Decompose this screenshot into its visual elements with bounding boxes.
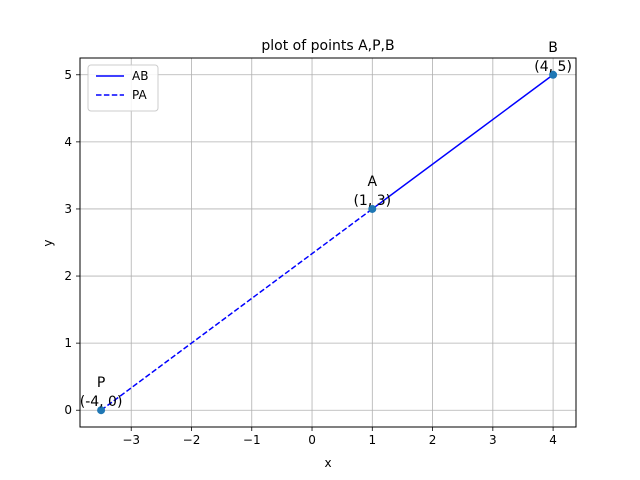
legend-label: AB	[132, 69, 148, 83]
point-name-label: A	[368, 174, 378, 190]
y-ticks: 0 1 2 3 4 5	[64, 68, 80, 417]
x-tick-label: 1	[368, 433, 376, 447]
series-lines	[100, 74, 554, 411]
x-tick-label: 3	[489, 433, 497, 447]
y-tick-label: 0	[64, 403, 72, 417]
x-tick-label: 0	[308, 433, 316, 447]
x-axis-label: x	[324, 456, 331, 470]
legend-label: PA	[132, 88, 147, 102]
series-line-ab	[371, 74, 554, 210]
x-tick-label: 4	[549, 433, 557, 447]
series-line-pa	[100, 208, 373, 411]
y-tick-label: 3	[64, 202, 72, 216]
grid	[80, 58, 576, 427]
legend: AB PA	[87, 64, 159, 112]
x-tick-label: 2	[429, 433, 437, 447]
point-name-label: P	[97, 375, 105, 391]
point-coord-label: (-4, 0)	[80, 394, 123, 410]
x-tick-label: −1	[243, 433, 261, 447]
point-markers	[97, 70, 558, 415]
x-tick-label: −2	[183, 433, 201, 447]
y-axis-label: y	[41, 239, 55, 246]
x-tick-label: −3	[122, 433, 140, 447]
y-tick-label: 5	[64, 68, 72, 82]
y-tick-label: 2	[64, 269, 72, 283]
point-coord-label: (1, 3)	[353, 193, 391, 209]
y-tick-label: 1	[64, 336, 72, 350]
point-marker-b	[549, 70, 558, 79]
y-tick-label: 4	[64, 135, 72, 149]
plot-frame	[79, 57, 577, 428]
point-marker-p	[97, 406, 106, 415]
point-name-label: B	[548, 40, 558, 56]
x-ticks: −3 −2 −1 0 1 2 3 4	[122, 427, 557, 447]
chart-title: plot of points A,P,B	[261, 38, 394, 54]
point-labels: A (1, 3) P (-4, 0) B (4, 5)	[80, 40, 572, 410]
point-marker-a	[368, 204, 377, 213]
point-coord-label: (4, 5)	[534, 59, 572, 75]
